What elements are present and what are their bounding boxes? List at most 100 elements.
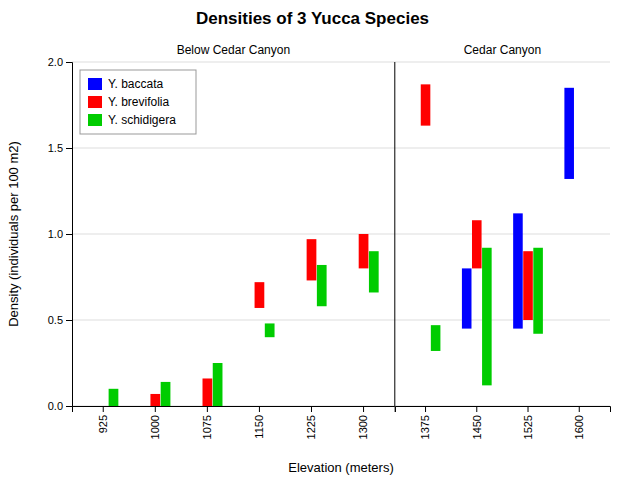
bar: [472, 220, 482, 268]
y-axis: 0.0 0.5 1.0 1.5 2.0: [48, 56, 73, 412]
x-tick: 925: [97, 406, 109, 433]
x-tick-label: 925: [97, 415, 109, 433]
legend-label: Y. baccata: [108, 77, 163, 91]
bar: [369, 251, 379, 292]
y-tick-label: 1.0: [48, 228, 63, 240]
y-tick-label: 0.5: [48, 314, 63, 326]
x-tick: 1225: [305, 406, 317, 439]
legend-item: Y. baccata: [88, 77, 163, 91]
bar: [533, 248, 543, 334]
x-axis: 925 1000 1075 1150 1225 1300: [73, 406, 396, 439]
x-tick: 1600: [573, 406, 585, 439]
y-tick: 1.0: [48, 228, 72, 240]
x-tick-mark: [311, 406, 312, 412]
panel: 925 1000 1075 1150 1225 1300 Below Cedar Canyo…: [72, 43, 395, 439]
y-tick: 0.0: [48, 400, 72, 412]
bar: [359, 234, 369, 268]
x-tick: 1450: [471, 406, 483, 439]
x-tick-mark: [207, 406, 208, 412]
y-tick-mark: [66, 406, 72, 407]
y-axis-title: Density (individuals per 100 m2): [6, 141, 21, 327]
bar: [421, 84, 431, 125]
x-axis: 1375 1450 1525 1600: [395, 406, 610, 439]
bar: [255, 282, 265, 308]
grid-line: [395, 320, 610, 321]
panel-title: Below Cedar Canyon: [177, 43, 290, 57]
x-tick: 1150: [253, 406, 265, 439]
y-tick-mark: [66, 148, 72, 149]
legend-item: Y. brevifolia: [88, 95, 169, 109]
x-tick-mark: [363, 406, 364, 412]
bar: [523, 251, 533, 320]
y-tick-label: 2.0: [48, 56, 63, 68]
bars: [109, 234, 379, 406]
bar: [462, 268, 472, 328]
y-tick-label: 1.5: [48, 142, 63, 154]
x-tick-label: 1600: [573, 415, 585, 439]
y-tick-label: 0.0: [48, 400, 63, 412]
bar: [265, 323, 275, 337]
bar: [161, 382, 171, 406]
legend-item: Y. schidigera: [88, 113, 176, 127]
x-tick-label: 1075: [201, 415, 213, 439]
x-axis-title: Elevation (meters): [288, 460, 393, 475]
x-tick: 1375: [419, 406, 431, 439]
legend-label: Y. brevifolia: [108, 95, 169, 109]
x-tick-mark: [579, 406, 580, 412]
bar: [307, 239, 317, 280]
bar: [513, 213, 523, 328]
x-tick: 1300: [357, 406, 369, 439]
grid-line: [72, 148, 395, 149]
legend-swatch: [88, 78, 102, 90]
x-tick-mark: [103, 406, 104, 412]
x-axis-line: [73, 407, 396, 413]
grid: [72, 62, 395, 406]
chart-svg: 925 1000 1075 1150 1225 1300 Below Cedar Canyo…: [0, 0, 625, 480]
x-axis-line: [395, 407, 610, 413]
x-tick-mark: [155, 406, 156, 412]
x-tick: 1075: [201, 406, 213, 439]
y-tick-mark: [66, 234, 72, 235]
grid-line: [72, 234, 395, 235]
x-tick-label: 1525: [522, 415, 534, 439]
x-tick-label: 1300: [357, 415, 369, 439]
x-tick-label: 1375: [419, 415, 431, 439]
y-axis-line: [66, 63, 73, 407]
panel-divider: [394, 62, 395, 406]
bar: [109, 389, 119, 406]
grid-line: [395, 148, 610, 149]
panel-title: Cedar Canyon: [464, 43, 541, 57]
legend: Y. baccata Y. brevifolia Y. schidigera: [80, 70, 196, 134]
grid-line: [72, 320, 395, 321]
bars: [421, 84, 574, 385]
x-tick-mark: [528, 406, 529, 412]
grid-line: [395, 62, 610, 63]
chart-title: Densities of 3 Yucca Species: [196, 9, 429, 28]
bar: [564, 88, 574, 179]
x-tick-mark: [476, 406, 477, 412]
y-tick: 0.5: [48, 314, 72, 326]
legend-label: Y. schidigera: [108, 113, 176, 127]
legend-swatch: [88, 96, 102, 108]
x-tick-label: 1000: [149, 415, 161, 439]
bar: [150, 394, 160, 406]
legend-box: [80, 70, 196, 134]
bar: [431, 325, 441, 351]
bar: [203, 378, 213, 406]
grid: [395, 62, 610, 406]
bar: [317, 265, 327, 306]
x-tick-mark: [425, 406, 426, 412]
y-tick: 2.0: [48, 56, 72, 68]
bar: [482, 248, 492, 386]
grid-line: [72, 62, 395, 63]
x-tick-label: 1450: [471, 415, 483, 439]
x-tick: 1525: [522, 406, 534, 439]
y-tick: 1.5: [48, 142, 72, 154]
y-tick-mark: [66, 320, 72, 321]
x-tick: 1000: [149, 406, 161, 439]
x-tick-label: 1225: [305, 415, 317, 439]
panel: 1375 1450 1525 1600 Cedar Canyon: [395, 43, 611, 439]
x-tick-mark: [259, 406, 260, 412]
grid-line: [395, 234, 610, 235]
x-tick-label: 1150: [253, 415, 265, 439]
